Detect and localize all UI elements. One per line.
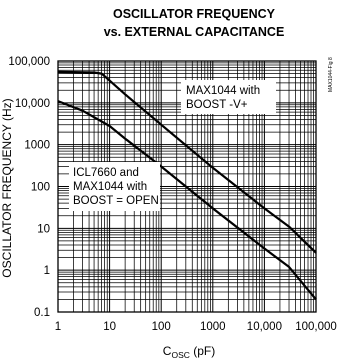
figure-id: MAX1044-Fig 8	[328, 57, 334, 92]
annotation-max1044-boost-v: MAX1044 with BOOST -V+	[181, 80, 276, 114]
x-axis-tick-labels: 1 10 100 1000 10,000 100,000	[55, 321, 337, 333]
x-axis-label: COSC (pF)	[163, 344, 215, 360]
y-tick-label: 10,000	[15, 98, 50, 110]
y-tick-label: 100,000	[8, 56, 50, 68]
annotation-line: MAX1044 with	[73, 181, 147, 193]
x-tick-label: 100,000	[295, 321, 337, 333]
y-tick-label: 1000	[24, 140, 50, 152]
x-tick-label: 100	[152, 321, 171, 333]
annotation-line: ICL7660 and	[73, 167, 139, 179]
x-tick-label: 1	[55, 321, 61, 333]
chart-title-line2: vs. EXTERNAL CAPACITANCE	[104, 25, 285, 39]
y-axis-tick-labels: 0.1 1 10 100 1000 10,000 100,000	[8, 56, 50, 319]
annotation-line: MAX1044 with	[186, 85, 260, 97]
y-tick-label: 10	[37, 223, 50, 235]
series-line-1	[57, 70, 317, 254]
plot-frame	[57, 60, 317, 313]
y-tick-label: 0.1	[34, 307, 50, 319]
annotation-icl7660-boost-open: ICL7660 and MAX1044 with BOOST = OPEN	[69, 162, 160, 211]
series-line-2	[57, 100, 317, 301]
series-lines	[57, 70, 317, 301]
chart-title-line1: OSCILLATOR FREQUENCY	[113, 7, 276, 21]
annotation-line: BOOST = OPEN	[73, 195, 159, 207]
y-axis-label: OSCILLATOR FREQUENCY (Hz)	[0, 98, 14, 277]
y-tick-label: 1	[44, 265, 50, 277]
x-tick-label: 1000	[200, 321, 226, 333]
x-tick-label: 10	[103, 321, 116, 333]
x-tick-label: 10,000	[247, 321, 282, 333]
annotation-line: BOOST -V+	[186, 99, 248, 111]
y-tick-label: 100	[31, 182, 50, 194]
